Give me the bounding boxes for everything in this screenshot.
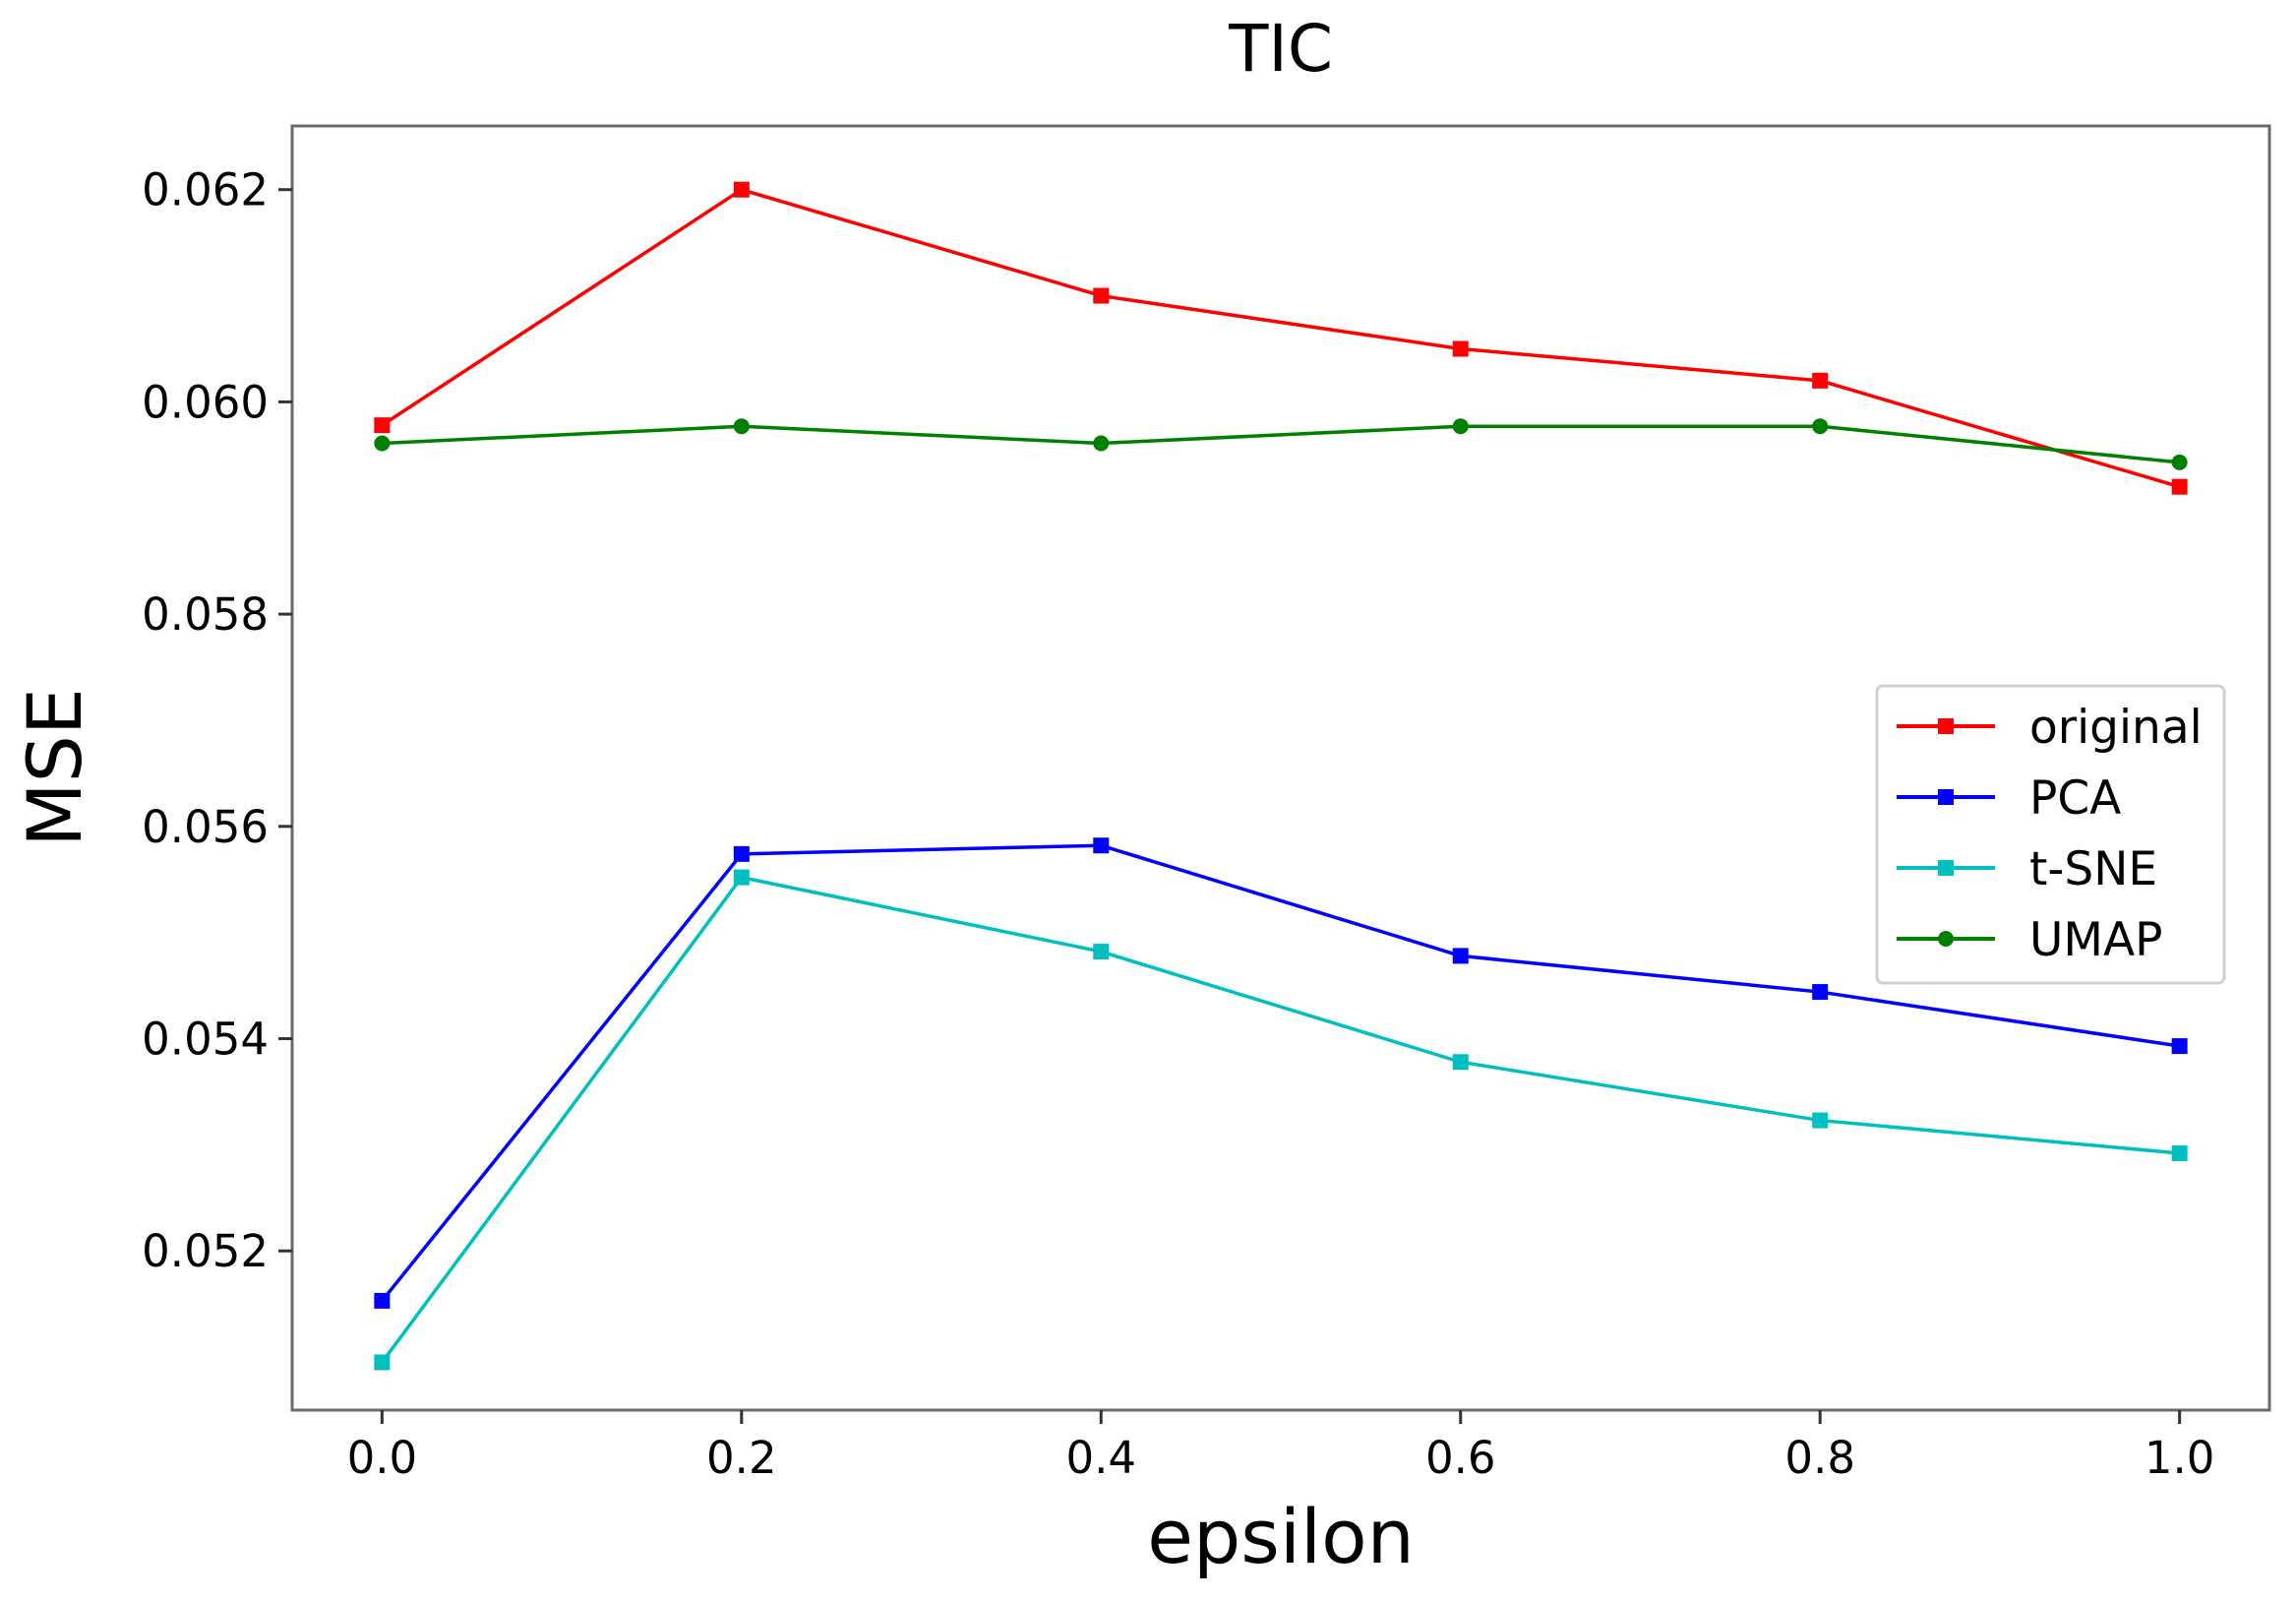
x-axis: 0.0 0.2 0.4 0.6 0.8 1.0: [347, 1410, 2215, 1484]
data-point-t-sne: [1812, 1112, 1829, 1129]
data-point-umap: [374, 435, 391, 452]
legend-label: PCA: [2029, 771, 2121, 826]
y-tick-label: 0.054: [142, 1014, 269, 1066]
data-point-pca: [1452, 948, 1469, 964]
y-tick-label: 0.052: [142, 1225, 269, 1277]
chart-title: TIC: [1228, 11, 1333, 87]
data-point-original: [1452, 340, 1469, 357]
legend-box: [1875, 684, 2226, 985]
legend-swatch-marker: [1938, 718, 1954, 734]
legend-swatch-marker: [1938, 931, 1954, 947]
data-point-t-sne: [1452, 1054, 1469, 1071]
legend-item-umap: UMAP: [1897, 913, 2162, 967]
series-layer: [374, 181, 2188, 1371]
data-point-pca: [1093, 837, 1110, 854]
x-tick-label: 0.8: [1784, 1432, 1855, 1484]
series-original: [374, 181, 2188, 495]
data-point-umap: [1452, 418, 1469, 435]
series-t-sne: [374, 869, 2188, 1371]
data-point-original: [733, 181, 750, 198]
series-line-umap: [382, 424, 2180, 464]
data-point-pca: [374, 1292, 391, 1309]
y-tick-label: 0.056: [142, 801, 269, 853]
legend-swatch-marker: [1938, 860, 1954, 876]
y-axis-label: MSE: [11, 688, 98, 847]
x-tick-label: 0.2: [706, 1432, 777, 1484]
data-point-pca: [733, 845, 750, 862]
legend-label: UMAP: [2029, 913, 2162, 967]
x-tick-label: 1.0: [2145, 1432, 2215, 1484]
legend-label: t-SNE: [2029, 842, 2157, 896]
legend: original PCA t-SNE UMAP: [1875, 684, 2226, 985]
series-line-original: [381, 187, 2181, 489]
legend-swatch-marker: [1938, 789, 1954, 805]
y-tick-label: 0.062: [142, 164, 269, 216]
data-point-t-sne: [1093, 944, 1110, 960]
series-pca: [374, 837, 2188, 1309]
data-point-umap: [1093, 435, 1110, 452]
x-tick-label: 0.6: [1425, 1432, 1496, 1484]
data-point-original: [2171, 478, 2188, 495]
y-axis: 0.052 0.054 0.056 0.058 0.060 0.062: [142, 164, 292, 1277]
data-point-t-sne: [733, 869, 750, 886]
legend-item-pca: PCA: [1897, 771, 2121, 826]
legend-label: original: [2029, 701, 2203, 755]
y-tick-label: 0.060: [142, 376, 269, 428]
legend-item-original: original: [1897, 701, 2203, 755]
data-point-umap: [1812, 418, 1829, 435]
data-point-original: [1812, 372, 1829, 389]
x-tick-label: 0.0: [347, 1432, 418, 1484]
x-tick-label: 0.4: [1065, 1432, 1136, 1484]
data-point-t-sne: [2171, 1145, 2188, 1161]
legend-item-t-sne: t-SNE: [1897, 842, 2157, 896]
y-tick-label: 0.058: [142, 588, 269, 641]
plot-area: [290, 124, 2271, 1412]
series-umap: [374, 418, 2188, 470]
x-axis-label: epsilon: [1147, 1493, 1415, 1580]
data-point-t-sne: [374, 1354, 391, 1371]
data-point-pca: [1812, 984, 1829, 1001]
data-point-original: [374, 417, 391, 434]
data-point-pca: [2171, 1038, 2188, 1055]
data-point-umap: [733, 418, 750, 435]
series-line-t-sne: [380, 875, 2180, 1364]
data-point-umap: [2171, 454, 2188, 470]
series-line-pca: [381, 843, 2180, 1303]
data-point-original: [1093, 287, 1110, 304]
